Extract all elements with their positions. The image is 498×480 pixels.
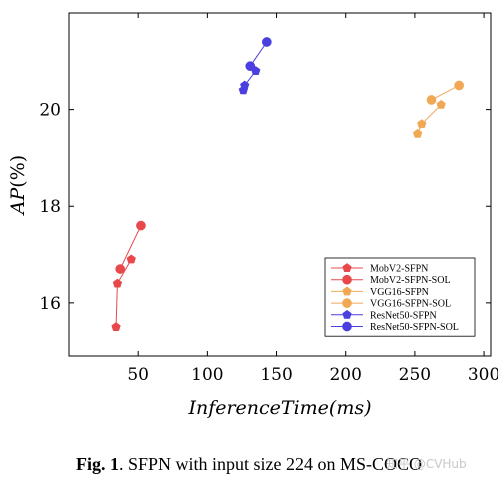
legend-swatch-marker [342, 286, 352, 296]
y-axis-label-variable: AP [7, 186, 29, 216]
series-resnet50-sfpn-sol [245, 37, 272, 71]
legend-entry-label: MobV2-SFPN [370, 264, 428, 275]
y-axis-label: AP(%) [7, 155, 29, 216]
y-tick-label: 20 [39, 101, 61, 121]
axis-ticks: 50 100 150 200 250 300 16 18 20 [39, 13, 498, 385]
data-point [112, 278, 123, 288]
data-point [126, 254, 136, 264]
x-tick-label: 250 [399, 365, 431, 385]
chart: 50 100 150 200 250 300 16 18 20 MobV2-SFPNMobV2-… [7, 12, 498, 419]
legend-entry-label: ResNet50-SFPN-SOL [370, 322, 459, 333]
series-line [417, 104, 442, 134]
series-vgg16-sfpn-sol [426, 80, 465, 105]
data-point [436, 99, 446, 109]
plot-frame [68, 12, 492, 357]
x-tick-label: 100 [191, 365, 223, 385]
legend: MobV2-SFPNMobV2-SFPN-SOLVGG16-SFPNVGG16-… [324, 257, 476, 337]
plot-border [68, 12, 492, 357]
data-point [412, 128, 423, 138]
y-axis-label-unit: (%) [7, 155, 29, 188]
data-point [426, 95, 437, 105]
data-point [417, 119, 427, 129]
y-tick-label: 16 [39, 294, 61, 314]
data-point [111, 322, 121, 331]
figure-caption-text: . SFPN with input size 224 on MS-COCO [118, 454, 423, 474]
series-mobv2-sfpn-sol [115, 220, 146, 274]
x-axis-label: InferenceTime(ms) [187, 397, 371, 419]
data-point [136, 220, 146, 231]
figure-caption: Fig. 1. SFPN with input size 224 on MS-C… [0, 454, 498, 475]
series-mobv2-sfpn [111, 254, 136, 331]
legend-swatch-marker [342, 309, 352, 319]
legend-entry-label: VGG16-SFPN-SOL [370, 299, 451, 310]
watermark: 知乎 @CVHub [386, 457, 467, 471]
data-point [240, 80, 250, 90]
data-point [454, 80, 465, 91]
data-point [262, 37, 272, 47]
legend-entry-label: VGG16-SFPN [370, 287, 429, 298]
x-tick-label: 150 [260, 365, 292, 385]
series-layer [111, 37, 465, 331]
series-vgg16-sfpn [412, 99, 446, 138]
x-tick-label: 50 [127, 365, 149, 385]
data-point [245, 61, 256, 71]
legend-entry-label: MobV2-SFPN-SOL [370, 275, 451, 286]
data-point [115, 264, 126, 274]
x-tick-label: 300 [468, 365, 498, 385]
legend-entry-label: ResNet50-SFPN [370, 310, 437, 321]
figure-caption-label: Fig. 1 [75, 454, 119, 474]
legend-swatch-marker [342, 274, 352, 285]
legend-swatch-marker [342, 298, 352, 308]
series-line [119, 225, 142, 270]
series-line [249, 41, 268, 67]
y-tick-label: 18 [39, 197, 61, 217]
series-line [431, 85, 460, 101]
x-tick-label: 200 [329, 365, 361, 385]
legend-swatch-marker [342, 321, 352, 332]
legend-swatch-marker [342, 263, 352, 272]
